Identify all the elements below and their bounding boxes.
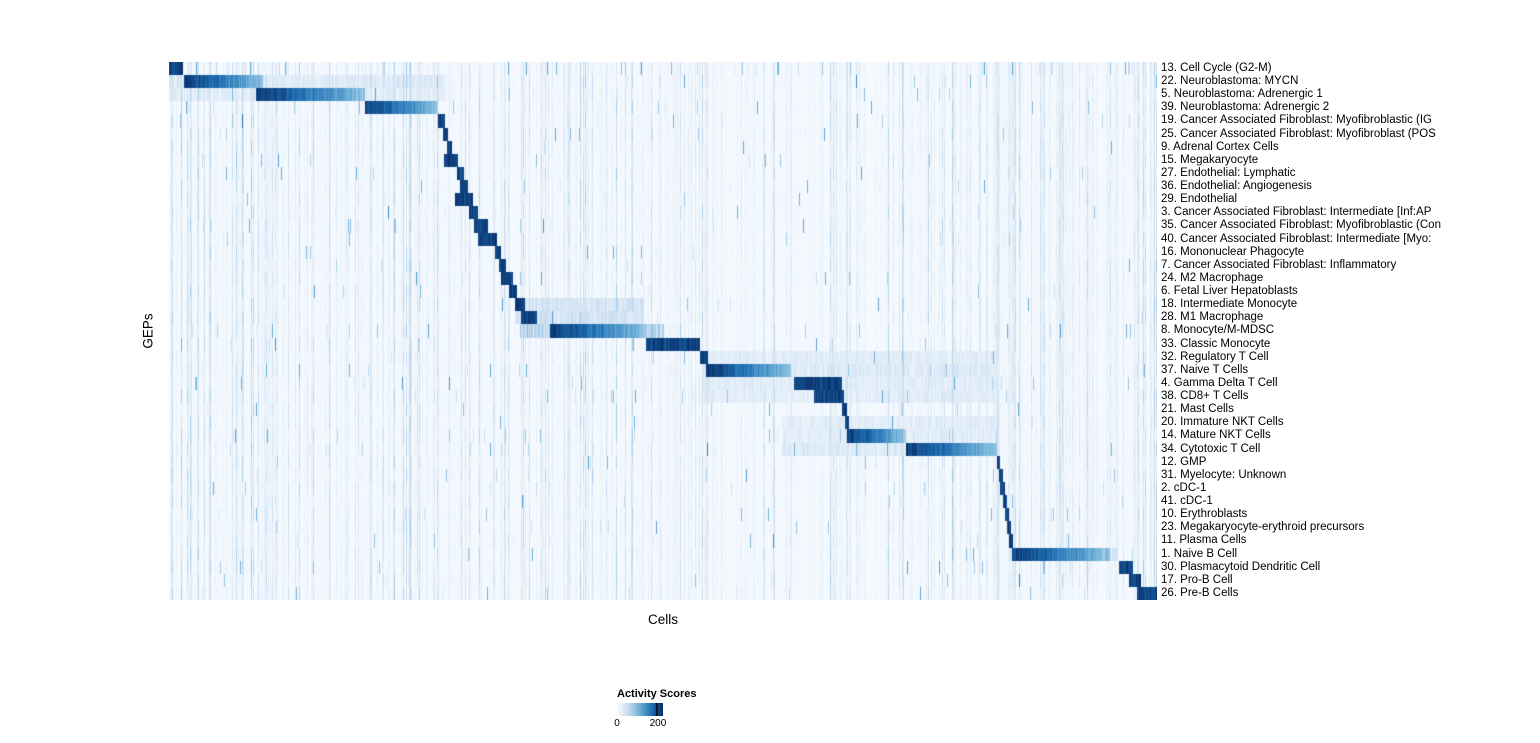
gep-row-label: 24. M2 Macrophage: [1161, 271, 1264, 284]
gep-row-label: 17. Pro-B Cell: [1161, 573, 1233, 586]
gep-row-label: 3. Cancer Associated Fibroblast: Interme…: [1161, 206, 1432, 219]
gep-row-label: 12. GMP: [1161, 455, 1207, 468]
gep-row-label: 28. M1 Macrophage: [1161, 311, 1264, 324]
gep-row-label: 25. Cancer Associated Fibroblast: Myofib…: [1161, 127, 1436, 140]
gep-row-label: 22. Neuroblastoma: MYCN: [1161, 75, 1299, 88]
gep-row-label: 32. Regulatory T Cell: [1161, 350, 1269, 363]
gep-row-label: 6. Fetal Liver Hepatoblasts: [1161, 285, 1298, 298]
x-axis-label: Cells: [647, 612, 678, 627]
gep-row-label: 9. Adrenal Cortex Cells: [1161, 140, 1279, 153]
gep-row-label: 11. Plasma Cells: [1161, 534, 1247, 547]
gep-row-label: 16. Mononuclear Phagocyte: [1161, 245, 1305, 258]
gep-row-label: 4. Gamma Delta T Cell: [1161, 376, 1278, 389]
gep-row-label: 18. Intermediate Monocyte: [1161, 298, 1298, 311]
legend-tick-label: 200: [649, 718, 667, 729]
gep-row-label: 10. Erythroblasts: [1161, 508, 1248, 521]
legend-tick-label: 0: [614, 718, 620, 729]
gep-row-label: 19. Cancer Associated Fibroblast: Myofib…: [1161, 114, 1433, 127]
gep-row-label: 26. Pre-B Cells: [1161, 586, 1239, 599]
gep-row-label: 37. Naive T Cells: [1161, 363, 1249, 376]
y-axis-label: GEPs: [140, 313, 156, 349]
gep-row-label: 33. Classic Monocyte: [1161, 337, 1271, 350]
gep-row-label: 21. Mast Cells: [1161, 403, 1234, 416]
gep-row-label: 30. Plasmacytoid Dendritic Cell: [1161, 560, 1321, 573]
gep-row-label: 15. Megakaryocyte: [1161, 153, 1259, 166]
gep-row-label: 29. Endothelial: [1161, 193, 1238, 206]
gep-row-label: 35. Cancer Associated Fibroblast: Myofib…: [1161, 219, 1441, 232]
gep-row-label: 5. Neuroblastoma: Adrenergic 1: [1161, 88, 1323, 101]
gep-row-label: 8. Monocyte/M-MDSC: [1161, 324, 1275, 337]
gep-row-label: 14. Mature NKT Cells: [1161, 429, 1271, 442]
colorbar-gradient: [617, 703, 663, 716]
gep-row-labels: 13. Cell Cycle (G2-M) 22. Neuroblastoma: …: [1161, 62, 1540, 600]
gep-row-label: 1. Naive B Cell: [1161, 547, 1238, 560]
gep-row-label: 36. Endothelial: Angiogenesis: [1161, 180, 1312, 193]
gep-row-label: 31. Myelocyte: Unknown: [1161, 468, 1287, 481]
gep-row-label: 39. Neuroblastoma: Adrenergic 2: [1161, 101, 1330, 114]
gep-row-label: 23. Megakaryocyte-erythroid precursors: [1161, 521, 1365, 534]
colorbar-legend: Activity Scores 0 200: [614, 688, 777, 732]
gep-row-label: 27. Endothelial: Lymphatic: [1161, 166, 1296, 179]
legend-title: Activity Scores: [617, 688, 697, 700]
gep-row-label: 2. cDC-1: [1161, 481, 1207, 494]
gep-row-label: 41. cDC-1: [1161, 495, 1213, 508]
heatmap-canvas: [169, 62, 1157, 600]
legend-tick-labels: 0 200: [614, 718, 777, 732]
gep-row-label: 20. Immature NKT Cells: [1161, 416, 1284, 429]
gep-row-label: 7. Cancer Associated Fibroblast: Inflamm…: [1161, 258, 1397, 271]
gep-row-label: 40. Cancer Associated Fibroblast: Interm…: [1161, 232, 1432, 245]
gep-row-label: 13. Cell Cycle (G2-M): [1161, 62, 1272, 74]
gep-row-label: 38. CD8+ T Cells: [1161, 390, 1249, 403]
gep-row-label: 34. Cytotoxic T Cell: [1161, 442, 1261, 455]
